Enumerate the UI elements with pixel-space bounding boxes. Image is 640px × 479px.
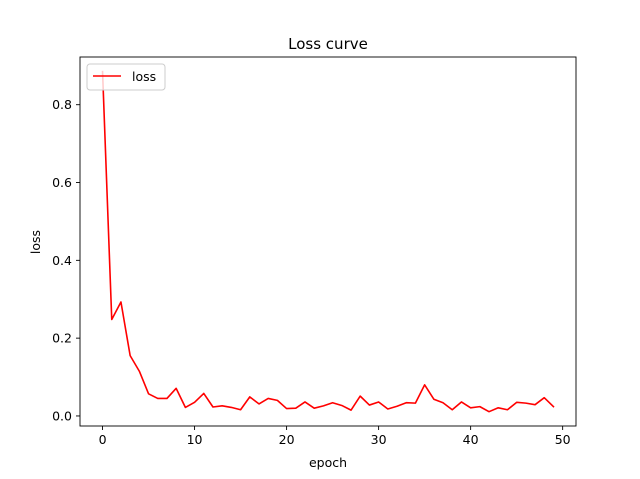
legend-box [86,63,166,91]
y-tick-label: 0.8 [52,97,72,112]
x-axis-label: epoch [309,455,347,470]
x-tick-label: 20 [279,432,295,447]
y-tick-label: 0.0 [52,408,72,423]
x-tick-label: 40 [463,432,479,447]
x-axis-ticks: 0 10 20 30 40 50 [99,426,571,447]
y-tick-label: 0.2 [52,331,72,346]
x-tick-label: 0 [99,432,107,447]
y-tick-label: 0.6 [52,175,72,190]
chart-title: Loss curve [288,35,368,53]
series-line-loss [101,70,555,413]
x-tick-label: 10 [187,432,203,447]
x-tick-label: 30 [371,432,387,447]
x-tick-label: 50 [555,432,571,447]
y-axis-ticks: 0.0 0.2 0.4 0.6 0.8 [52,97,80,423]
legend: loss [86,63,166,91]
plot-area [80,57,576,426]
plot-frame [79,56,577,427]
plot-data [101,70,555,413]
legend-label-loss: loss [132,69,156,84]
y-tick-label: 0.4 [52,253,72,268]
y-axis-label: loss [28,230,43,254]
